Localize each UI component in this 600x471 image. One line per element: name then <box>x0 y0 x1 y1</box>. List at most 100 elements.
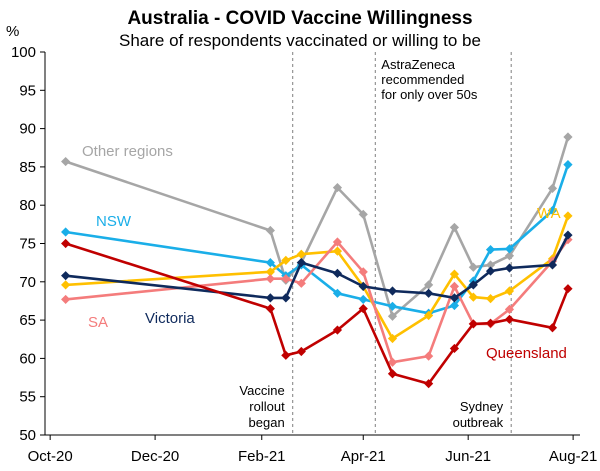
data-point <box>449 293 460 303</box>
data-point <box>485 245 496 255</box>
data-point <box>424 351 434 361</box>
data-point <box>504 251 515 261</box>
data-point <box>547 260 558 270</box>
data-point <box>424 280 434 290</box>
y-tick-label: 65 <box>19 312 36 329</box>
data-point <box>358 294 368 305</box>
y-tick-label: 55 <box>19 389 36 406</box>
series-label: WA <box>537 205 561 222</box>
series-wa <box>61 211 573 344</box>
data-point <box>485 294 496 304</box>
data-point <box>61 238 71 249</box>
series-queensland <box>61 238 573 389</box>
data-point <box>358 267 368 277</box>
data-point <box>265 267 275 277</box>
y-tick-label: 50 <box>19 427 36 444</box>
data-point <box>504 263 515 273</box>
data-point <box>332 182 343 193</box>
event-annotation: recommended <box>381 72 464 87</box>
data-point <box>468 262 478 272</box>
event-annotation: for only over 50s <box>381 87 478 102</box>
data-point <box>485 260 496 270</box>
series-label: NSW <box>96 213 132 230</box>
event-annotation: rollout <box>249 399 285 414</box>
y-tick-label: 70 <box>19 274 36 291</box>
data-point <box>563 132 573 142</box>
data-point <box>61 156 71 167</box>
data-point <box>563 211 573 221</box>
data-point <box>504 286 515 296</box>
data-point <box>265 225 275 236</box>
data-point <box>265 258 275 268</box>
x-tick-label: Aug-21 <box>549 448 597 465</box>
data-point <box>387 311 398 321</box>
data-point <box>449 222 460 233</box>
data-point <box>358 304 368 314</box>
data-point <box>61 280 71 290</box>
data-point <box>424 288 434 298</box>
data-point <box>296 258 306 268</box>
data-point <box>387 286 398 296</box>
data-point <box>449 281 460 291</box>
y-tick-label: 75 <box>19 236 36 253</box>
data-point <box>424 310 434 321</box>
event-annotation: Vaccine <box>239 383 284 398</box>
data-point <box>387 369 398 379</box>
chart-subtitle: Share of respondents vaccinated or willi… <box>119 31 481 50</box>
chart-title: Australia - COVID Vaccine Willingness <box>127 8 472 29</box>
y-axis-unit-label: % <box>6 23 19 40</box>
data-point <box>281 293 291 303</box>
data-point <box>296 249 306 259</box>
series-label: Other regions <box>82 143 173 160</box>
data-point <box>61 294 71 305</box>
series-label: Victoria <box>145 310 195 327</box>
x-tick-label: Dec-20 <box>131 448 179 465</box>
data-point <box>504 314 515 324</box>
data-point <box>265 293 275 303</box>
data-point <box>332 288 343 298</box>
series-lines <box>61 132 573 389</box>
data-point <box>387 333 398 344</box>
event-annotation: began <box>249 415 285 430</box>
data-point <box>547 183 558 193</box>
data-point <box>547 205 558 216</box>
data-point <box>449 300 460 311</box>
data-point <box>424 379 434 389</box>
data-point <box>485 266 496 276</box>
data-point <box>449 343 460 354</box>
y-tick-label: 80 <box>19 197 36 214</box>
series-sa <box>61 235 573 367</box>
data-point <box>281 350 291 360</box>
data-point <box>358 209 368 219</box>
data-point <box>504 244 515 254</box>
axes: 50 55 60 65 70 75 80 85 90 95 100 Oct-20 Dec-20 Feb-2… <box>11 44 597 465</box>
data-point <box>387 357 398 367</box>
data-point <box>296 346 306 357</box>
data-point <box>61 227 71 237</box>
x-tick-label: Apr-21 <box>341 448 386 465</box>
data-point <box>485 318 496 328</box>
data-point <box>563 284 573 294</box>
data-point <box>468 280 478 290</box>
data-point <box>296 278 306 288</box>
data-point <box>332 237 343 247</box>
data-point <box>547 323 558 333</box>
series-victoria <box>61 230 573 303</box>
x-tick-label: Feb-21 <box>238 448 286 465</box>
data-point <box>449 269 460 279</box>
data-point <box>563 160 573 170</box>
data-point <box>468 319 478 329</box>
data-point <box>358 281 368 291</box>
series-line <box>65 136 570 318</box>
data-point <box>563 230 573 240</box>
series-label: Queensland <box>486 345 567 362</box>
data-point <box>265 274 275 284</box>
data-point <box>61 271 71 281</box>
y-tick-label: 60 <box>19 350 36 367</box>
y-tick-label: 95 <box>19 82 36 99</box>
event-annotation: outbreak <box>453 415 504 430</box>
y-tick-label: 90 <box>19 121 36 138</box>
series-labels: Other regions NSW WA SA Victoria Queensland <box>82 143 567 362</box>
